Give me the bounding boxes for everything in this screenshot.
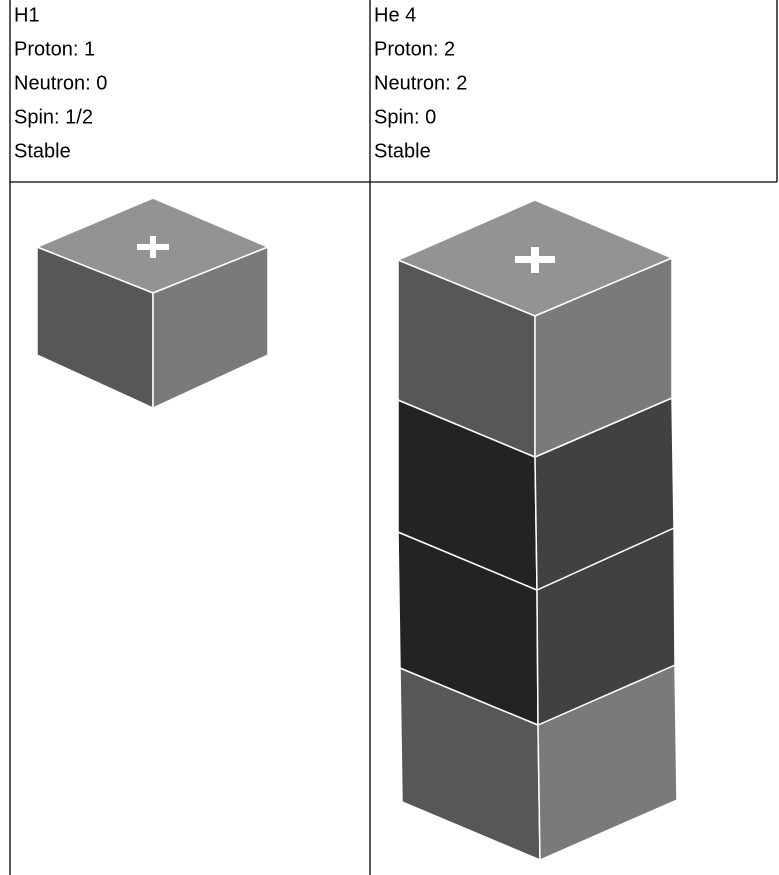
- cell-text: Proton: 2: [374, 38, 455, 60]
- neutron-cube-2: [397, 397, 675, 591]
- cell-text: Spin: 1/2: [14, 106, 93, 128]
- plus-sign: [515, 247, 555, 273]
- cube-right: [152, 246, 269, 409]
- cell-text: Proton: 1: [14, 38, 95, 60]
- cell-text: Stable: [14, 140, 71, 162]
- cell-text: Stable: [374, 140, 431, 162]
- plus-sign: [137, 236, 169, 258]
- text-cells: H1 Proton: 1 Neutron: 0 Spin: 1/2 Stable He 4…: [14, 4, 467, 162]
- cell-text: Spin: 0: [374, 106, 436, 128]
- plus-v: [150, 236, 156, 258]
- cell-text: H1: [14, 4, 40, 26]
- table-borders: [9, 0, 778, 875]
- neutron-cube-3: [397, 527, 676, 726]
- proton-cube: [36, 197, 269, 409]
- cube-right: [534, 257, 673, 458]
- plus-v: [531, 247, 539, 273]
- cell-text: Neutron: 0: [14, 72, 107, 94]
- cell-text: He 4: [374, 4, 416, 26]
- cell-text: Neutron: 2: [374, 72, 467, 94]
